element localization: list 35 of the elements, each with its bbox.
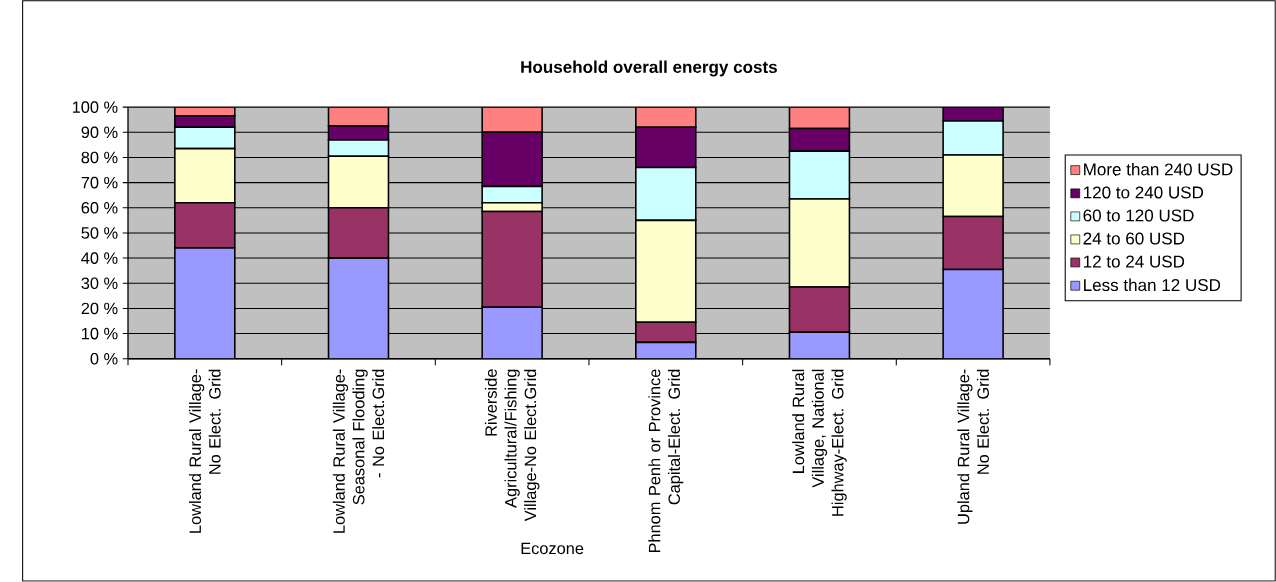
- bar: [481, 107, 543, 134]
- x-tick-label: Lowland Rural Village-No Elect. Grid: [188, 369, 221, 533]
- legend-label: Less than 12 USD: [1084, 278, 1221, 292]
- bar: [635, 126, 697, 169]
- y-tick-label: 10 %: [82, 327, 118, 340]
- x-axis-title: Ecozone: [521, 542, 584, 555]
- chart-title: Household overall energy costs: [521, 60, 777, 77]
- x-tick-label: Lowland Rural Village-Seasonal Flooding - No Elect.Grid: [332, 369, 385, 533]
- legend-label: 120 to 240 USD: [1083, 186, 1204, 199]
- bar: [481, 131, 543, 188]
- bar: [788, 127, 851, 153]
- y-tick-label: 30 %: [81, 277, 118, 290]
- bar: [482, 307, 543, 359]
- legend-label: 24 to 60 USD: [1083, 232, 1185, 245]
- x-tick-label: Riverside Agricultural/Fishing Village-No Elect.Grid: [484, 369, 540, 522]
- legend-label: More than 240 USD: [1084, 162, 1233, 176]
- y-tick-label: 70 %: [81, 176, 118, 189]
- y-tick-label: 50 %: [81, 227, 118, 239]
- legend-label: 12 to 24 USD: [1083, 255, 1185, 268]
- y-tick-label: 90 %: [81, 126, 118, 139]
- bar: [174, 248, 235, 359]
- bar: [788, 107, 851, 130]
- x-tick-label: Phnom Penh or Province Capital-Elect. Grid: [648, 369, 684, 553]
- bar: [328, 258, 389, 359]
- x-tick-label: Lowland Rural Village, National Highway-Elect. Grid: [792, 369, 847, 516]
- y-tick-label: 40 %: [81, 252, 118, 264]
- y-tick-label: 100 %: [72, 101, 118, 113]
- x-tick-label: Upland Rural Village-No Elect. Grid: [957, 369, 989, 524]
- y-tick-label: 60 %: [81, 202, 118, 214]
- y-tick-label: 80 %: [81, 151, 118, 164]
- y-tick-label: 0 %: [90, 353, 118, 365]
- legend-label: 60 to 120 USD: [1083, 209, 1194, 222]
- y-tick-label: 20 %: [81, 302, 118, 315]
- bar: [789, 332, 850, 359]
- bar: [942, 268, 1004, 359]
